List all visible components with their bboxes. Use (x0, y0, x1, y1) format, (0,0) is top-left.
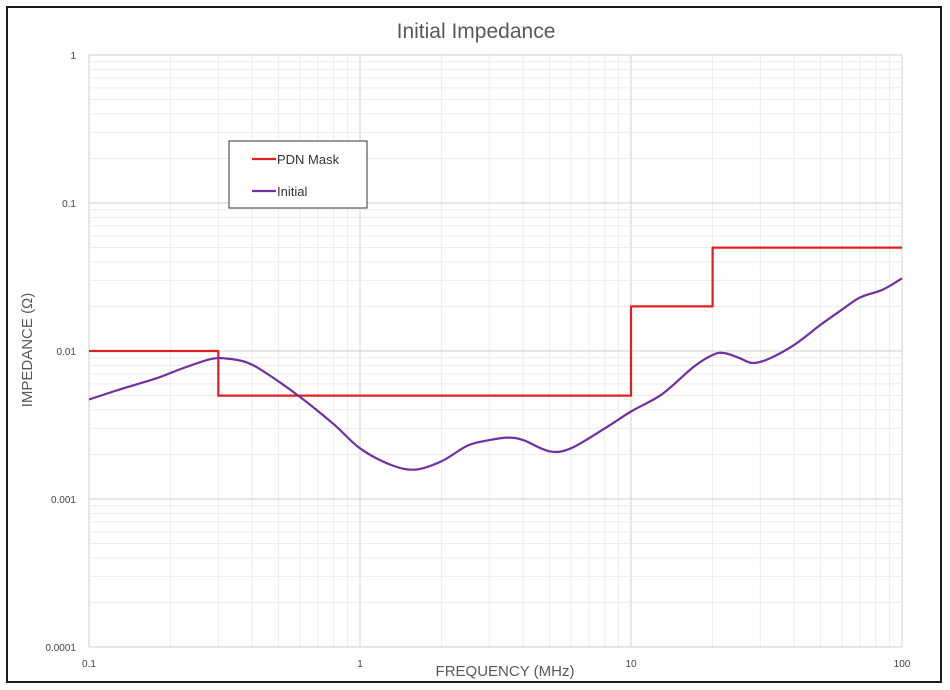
y-tick-label: 0.001 (51, 495, 76, 506)
y-axis-label: IMPEDANCE (Ω) (19, 293, 36, 408)
legend-label-initial: Initial (277, 184, 307, 199)
x-tick-label: 100 (894, 659, 911, 670)
legend: PDN Mask Initial (228, 140, 368, 209)
chart-title: Initial Impedance (397, 20, 556, 43)
legend-label-pdn-mask: PDN Mask (277, 152, 340, 167)
series-line-pdn-mask (89, 246, 902, 397)
x-tick-label: 10 (625, 659, 637, 670)
y-tick-labels: 0.0001 0.001 0.01 0.1 1 (45, 51, 76, 654)
x-tick-labels: 0.1 1 10 100 (82, 659, 911, 670)
x-tick-label: 1 (357, 659, 363, 670)
chart-frame (6, 6, 942, 683)
legend-box (228, 140, 368, 209)
x-axis-label: FREQUENCY (MHz) (436, 663, 575, 680)
series-line-initial (88, 277, 903, 471)
y-tick-label: 1 (70, 51, 76, 62)
y-tick-label: 0.1 (62, 199, 76, 210)
y-tick-label: 0.0001 (45, 643, 76, 654)
y-tick-label: 0.01 (57, 347, 77, 358)
x-tick-label: 0.1 (82, 659, 96, 670)
data-series (88, 246, 903, 471)
